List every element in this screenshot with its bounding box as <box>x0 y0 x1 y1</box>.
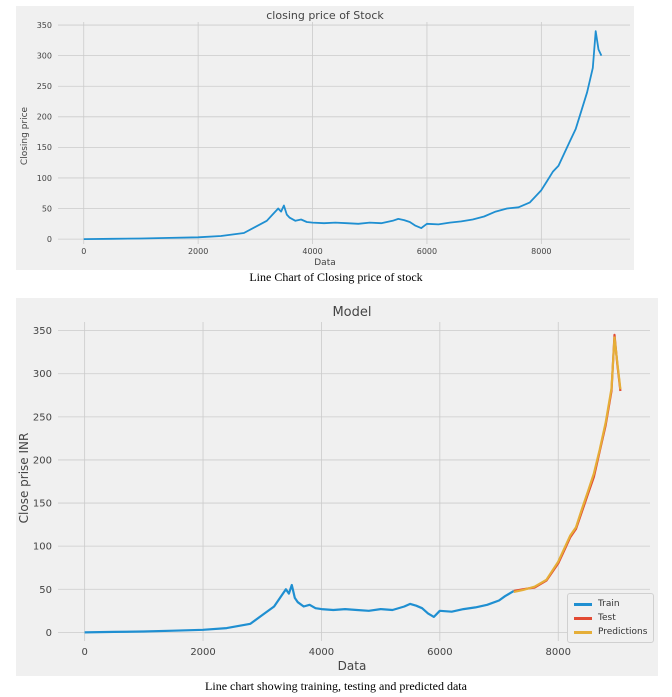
y-tick-label: 350 <box>37 21 52 30</box>
series-line-test <box>513 333 622 593</box>
y-tick-label: 50 <box>39 585 52 596</box>
chart1-ticks: 0 2000 4000 6000 8000 0 50 100 150 200 250 300 350 <box>37 21 552 256</box>
x-tick-label: 4000 <box>302 247 322 256</box>
y-tick-label: 200 <box>37 113 52 122</box>
chart1-series <box>83 30 603 240</box>
legend-item-test: Test <box>574 611 647 625</box>
chart2-grid <box>58 322 650 641</box>
y-tick-label: 200 <box>33 455 52 466</box>
y-tick-label: 150 <box>37 143 52 152</box>
x-tick-label: 2000 <box>188 247 208 256</box>
y-tick-label: 100 <box>33 542 52 553</box>
series-line-predictions <box>513 336 622 593</box>
legend-item-train: Train <box>574 597 647 611</box>
x-tick-label: 6000 <box>417 247 437 256</box>
y-tick-label: 350 <box>33 326 52 337</box>
legend-swatch-predictions <box>574 630 592 634</box>
x-tick-label: 8000 <box>546 647 571 658</box>
x-tick-label: 0 <box>81 647 87 658</box>
closing-price-chart-svg: 0 2000 4000 6000 8000 0 50 100 150 200 250 300 350 c… <box>20 9 630 268</box>
y-tick-label: 150 <box>33 499 52 510</box>
model-chart: 0 2000 4000 6000 8000 0 50 100 150 200 250 300 350 M… <box>16 298 658 676</box>
y-tick-label: 250 <box>33 412 52 423</box>
chart2-ticks: 0 2000 4000 6000 8000 0 50 100 150 200 250 300 350 <box>33 326 571 658</box>
y-tick-label: 0 <box>47 235 52 244</box>
series-line-train <box>84 583 515 634</box>
model-chart-svg: 0 2000 4000 6000 8000 0 50 100 150 200 250 300 350 M… <box>17 305 650 673</box>
chart2-ylabel: Close prise INR <box>17 433 31 524</box>
chart2-title: Model <box>332 305 371 320</box>
y-tick-label: 100 <box>37 174 52 183</box>
x-tick-label: 2000 <box>190 647 215 658</box>
legend-swatch-train <box>574 602 592 606</box>
chart1-ylabel: Closing price <box>20 106 30 165</box>
chart1-caption: Line Chart of Closing price of stock <box>249 270 423 284</box>
legend-swatch-test <box>574 616 592 620</box>
chart2-series <box>84 333 622 634</box>
y-tick-label: 0 <box>46 628 52 639</box>
x-tick-label: 0 <box>81 247 86 256</box>
chart2-legend: Train Test Predictions <box>567 593 655 643</box>
y-tick-label: 250 <box>37 82 52 91</box>
closing-price-chart: 0 2000 4000 6000 8000 0 50 100 150 200 250 300 350 c… <box>16 6 634 270</box>
x-tick-label: 4000 <box>309 647 334 658</box>
x-tick-label: 6000 <box>427 647 452 658</box>
y-tick-label: 300 <box>33 369 52 380</box>
legend-label-predictions: Predictions <box>598 627 648 637</box>
legend-label-train: Train <box>598 599 620 609</box>
chart1-title: closing price of Stock <box>266 9 384 22</box>
y-tick-label: 300 <box>37 51 52 60</box>
legend-label-test: Test <box>598 613 616 623</box>
series-line-0 <box>83 30 603 240</box>
chart2-xlabel: Data <box>338 659 367 673</box>
x-tick-label: 8000 <box>531 247 551 256</box>
y-tick-label: 50 <box>42 204 52 213</box>
legend-item-predictions: Predictions <box>574 625 647 639</box>
chart1-xlabel: Data <box>314 258 336 268</box>
chart1-grid <box>58 22 630 244</box>
chart2-caption: Line chart showing training, testing and… <box>205 679 467 693</box>
